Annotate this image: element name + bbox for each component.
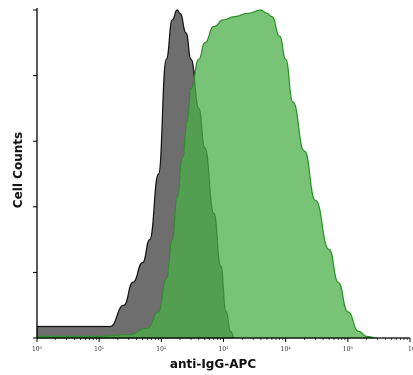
tick-labels: 10⁰ 10¹ 10² 10³ 10⁴ 10⁵ 10⁶	[32, 346, 413, 353]
series-2-area	[36, 9, 378, 339]
x-tick-label: 10¹	[94, 346, 104, 353]
x-tick-label: 10⁵	[343, 346, 354, 353]
series-layer	[36, 9, 378, 339]
x-axis-title: anti-IgG-APC	[170, 357, 256, 371]
x-tick-label: 10⁶	[408, 346, 413, 353]
x-tick-label: 10⁰	[32, 346, 43, 353]
y-axis-title: Cell Counts	[11, 132, 25, 208]
x-tick-label: 10³	[218, 346, 229, 353]
x-tick-label: 10⁴	[281, 346, 292, 353]
x-tick-label: 10²	[156, 346, 167, 353]
axis-layer	[33, 8, 411, 342]
